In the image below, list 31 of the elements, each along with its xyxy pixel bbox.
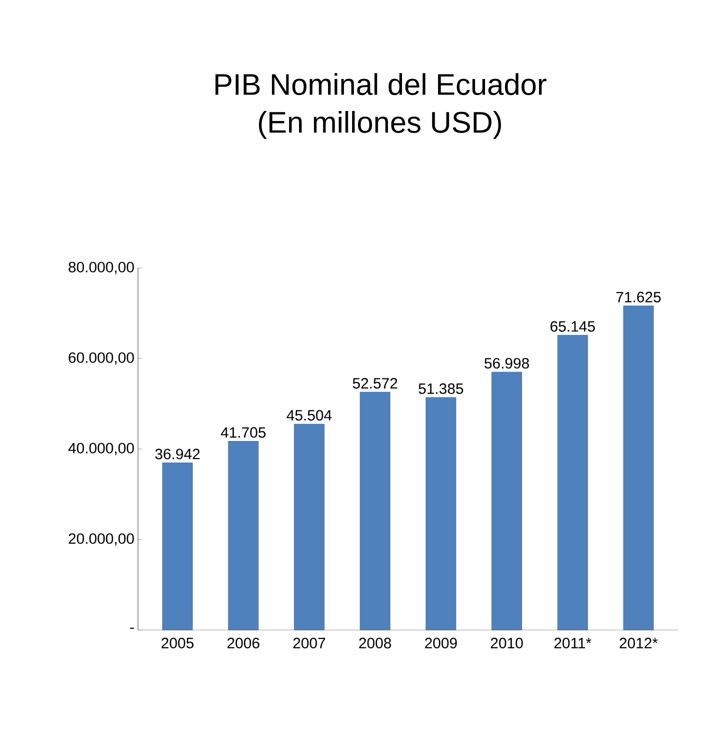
x-tick-label: 2008 (359, 638, 392, 648)
bar (228, 441, 259, 630)
x-tick-label: 2006 (227, 638, 260, 648)
bar (162, 462, 193, 630)
y-tick-label: - (130, 628, 134, 629)
data-label: 51.385 (418, 383, 464, 394)
bar (426, 397, 456, 630)
bar (492, 372, 522, 630)
data-label: 52.572 (352, 378, 398, 389)
y-tick-label: 20.000,00 (68, 533, 134, 546)
bar (360, 392, 390, 630)
data-label: 36.942 (155, 448, 200, 460)
y-tick-label: 60.000,00 (68, 352, 134, 365)
data-label: 56.998 (484, 358, 529, 369)
chart-title: PIB Nominal del Ecuador (215, 73, 546, 96)
data-label: 41.705 (220, 427, 266, 438)
y-tick-label: 80.000,00 (68, 262, 134, 274)
x-tick-label: 2005 (162, 638, 194, 648)
y-tick-label: 40.000,00 (68, 442, 134, 456)
bar (623, 306, 654, 630)
data-label: 65.145 (550, 321, 595, 332)
x-tick-label: 2007 (293, 638, 326, 648)
bar (557, 335, 588, 630)
x-tick-label: 2012* (620, 638, 658, 648)
x-tick-label: 2009 (425, 638, 457, 648)
x-tick-label: 2011* (554, 638, 592, 648)
x-tick-label: 2010 (490, 638, 523, 648)
bar (294, 424, 324, 630)
data-label: 71.625 (616, 292, 661, 302)
chart-subtitle: (En millones USD) (258, 111, 501, 139)
data-label: 45.504 (286, 410, 332, 421)
